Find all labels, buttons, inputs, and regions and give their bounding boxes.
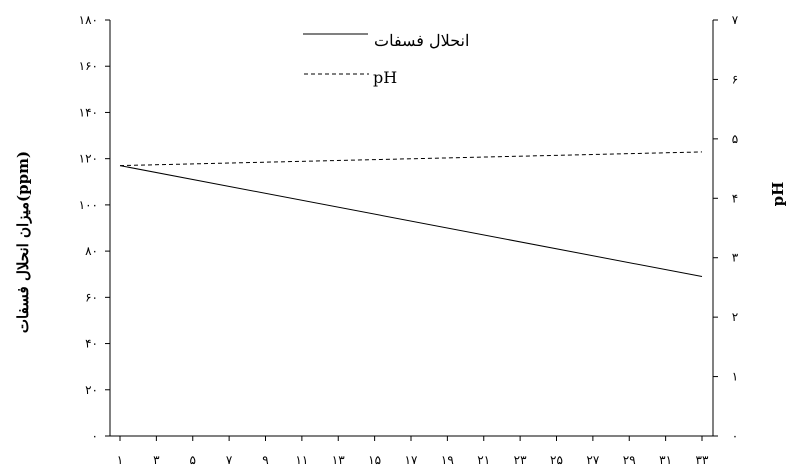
x-tick-label: ۱۵ xyxy=(368,453,381,467)
right-tick-label: ۲ xyxy=(732,310,738,324)
x-tick-label: ۹ xyxy=(262,453,268,467)
x-tick-label: ۱۱ xyxy=(295,453,308,467)
left-tick-label: ۲۰ xyxy=(85,383,98,397)
left-tick-label: ۱۸۰ xyxy=(79,13,98,27)
right-tick-label: ۶ xyxy=(732,72,738,86)
x-tick-label: ۲۱ xyxy=(477,453,490,467)
x-ticks: ۱ ۳ ۵ ۷ ۹ ۱۱ ۱۳ ۱۵ ۱۷ ۱۹ ۲۱ ۲۳ ۲۵ ۲۷ ۲۹ ۳۱ ۳۳ xyxy=(117,436,709,467)
x-tick-label: ۱۳ xyxy=(332,453,345,467)
left-tick-label: ۱۶۰ xyxy=(79,59,98,73)
right-tick-label: ۱ xyxy=(732,370,738,384)
x-tick-label: ۳۳ xyxy=(696,453,709,467)
x-tick-label: ۲۳ xyxy=(514,453,527,467)
x-tick-label: ۷ xyxy=(226,453,233,467)
series xyxy=(119,151,703,278)
right-y-ticks: ۰ ۱ ۲ ۳ ۴ ۵ ۶ ۷ xyxy=(713,13,739,443)
right-tick-label: ۳ xyxy=(732,251,739,265)
left-tick-label: ۴۰ xyxy=(85,337,98,351)
right-tick-label: ۷ xyxy=(732,13,739,27)
legend-label-ph: pH xyxy=(373,68,397,87)
right-y-axis-title: pH xyxy=(769,182,787,207)
x-tick-label: ۲۷ xyxy=(586,453,599,467)
left-tick-label: ۰ xyxy=(92,429,98,443)
phosphate-solubility-line xyxy=(119,165,703,278)
left-y-ticks: ۰ ۲۰ ۴۰ ۶۰ ۸۰ ۱۰۰ ۱۲۰ ۱۴۰ ۱۶۰ ۱۸۰ xyxy=(79,13,110,443)
left-tick-label: ۱۰۰ xyxy=(79,198,98,212)
right-tick-label: ۴ xyxy=(732,191,738,205)
x-tick-label: ۲۵ xyxy=(550,453,563,467)
right-tick-label: ۰ xyxy=(732,429,738,443)
left-tick-label: ۱۴۰ xyxy=(79,105,98,119)
x-tick-label: ۳۱ xyxy=(659,453,672,467)
legend: انحلال فسفات pH xyxy=(303,31,469,87)
x-tick-label: ۳ xyxy=(153,453,160,467)
left-tick-label: ۸۰ xyxy=(85,244,98,258)
left-tick-label: ۶۰ xyxy=(85,290,98,304)
x-tick-label: ۱۹ xyxy=(441,453,454,467)
ph-line xyxy=(119,151,703,167)
left-tick-label: ۱۲۰ xyxy=(79,152,98,166)
left-y-axis-title: میزان انحلال فسفات(ppm) xyxy=(14,151,32,333)
right-tick-label: ۵ xyxy=(732,132,738,146)
x-tick-label: ۱۷ xyxy=(405,453,418,467)
x-tick-label: ۵ xyxy=(190,453,196,467)
legend-label-phosphate: انحلال فسفات xyxy=(374,31,469,50)
x-tick-label: ۲۹ xyxy=(623,453,636,467)
axes xyxy=(109,20,714,437)
x-tick-label: ۱ xyxy=(117,453,123,467)
